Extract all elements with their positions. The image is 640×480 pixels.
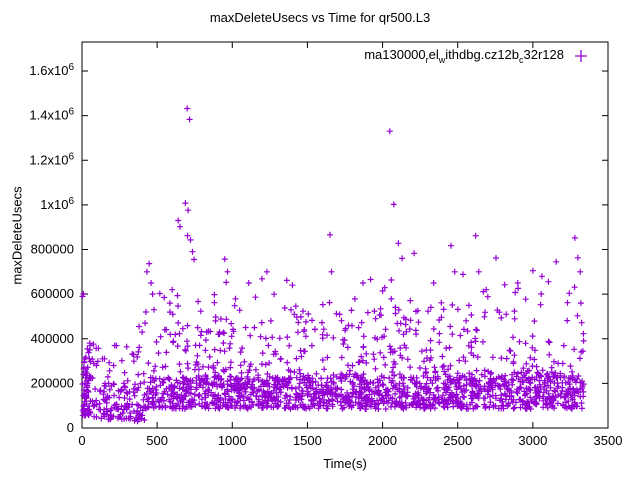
- x-tick-label: 0: [78, 433, 85, 448]
- legend-label-subscript: c: [519, 55, 524, 65]
- x-tick-label: 1500: [293, 433, 322, 448]
- y-tick-label: 1.2x106: [29, 151, 74, 167]
- legend-label: ma130000relwithdbg.cz12bc32r128: [364, 47, 564, 65]
- legend-label-segment: ma130000: [364, 47, 426, 62]
- chart-title: maxDeleteUsecs vs Time for qr500.L3: [209, 10, 431, 25]
- y-tick-label: 0: [67, 420, 74, 435]
- x-axis-label: Time(s): [323, 456, 367, 471]
- y-tick-label: 800000: [31, 242, 74, 257]
- legend-label-subscript: r: [425, 55, 429, 65]
- y-tick-label: 200000: [31, 375, 74, 390]
- legend-plus-marker: [575, 50, 587, 62]
- legend-label-subscript: w: [438, 55, 446, 65]
- y-tick-label: 600000: [31, 286, 74, 301]
- y-tick-label: 1.6x106: [29, 62, 74, 78]
- legend-label-segment: 32r128: [523, 47, 564, 62]
- plot-border: [81, 41, 609, 429]
- x-tick-label: 3500: [594, 433, 623, 448]
- data-points: [79, 105, 587, 425]
- y-tick-label: 400000: [31, 331, 74, 346]
- y-tick-label: 1.4x106: [29, 107, 74, 123]
- x-tick-label: 500: [146, 433, 168, 448]
- x-tick-label: 3000: [518, 433, 547, 448]
- x-tick-label: 1000: [218, 433, 247, 448]
- x-tick-label: 2000: [368, 433, 397, 448]
- legend-label-segment: el: [428, 47, 439, 62]
- y-tick-label: 1x106: [40, 196, 74, 212]
- legend: ma130000relwithdbg.cz12bc32r128: [364, 47, 588, 65]
- legend-label-segment: ithdbg.cz12b: [445, 47, 520, 62]
- x-tick-label: 2500: [443, 433, 472, 448]
